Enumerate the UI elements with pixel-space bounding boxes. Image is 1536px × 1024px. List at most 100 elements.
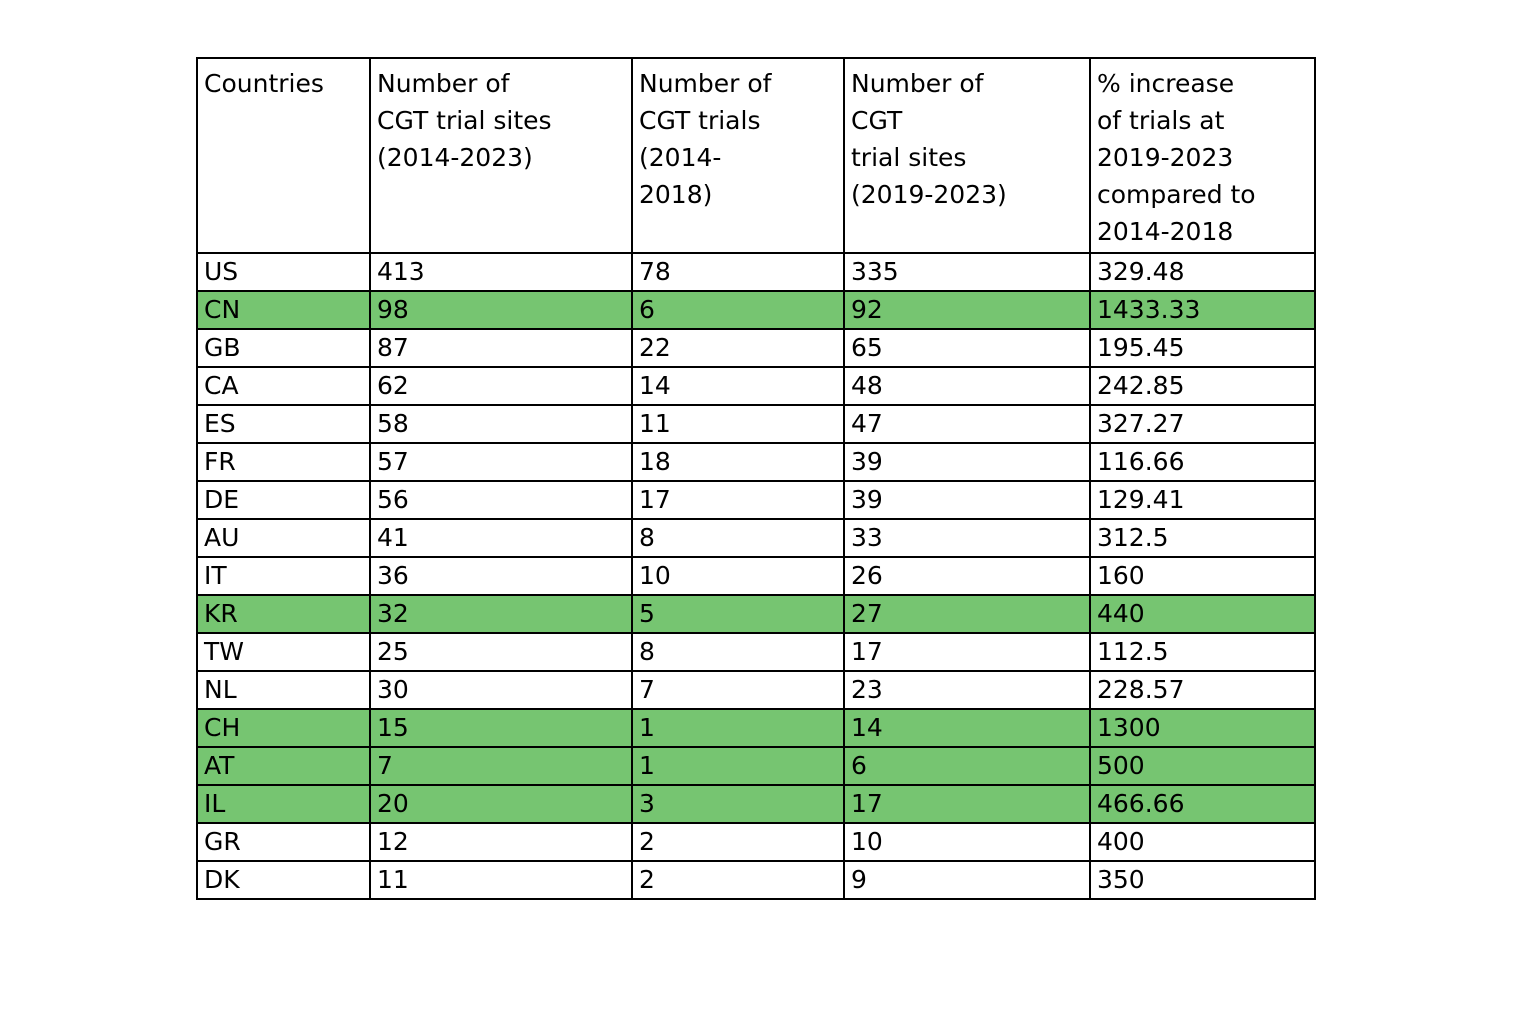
table-row: TW 25 8 17 112.5 (196, 632, 1316, 672)
value-cell: 7 (369, 746, 633, 786)
country-cell: IT (196, 556, 371, 596)
value-cell: 112.5 (1089, 632, 1316, 672)
value-cell: 327.27 (1089, 404, 1316, 444)
value-cell: 23 (843, 670, 1091, 710)
country-cell: ES (196, 404, 371, 444)
value-cell: 500 (1089, 746, 1316, 786)
header-trials-2014-2018: Number of CGT trials (2014- 2018) (631, 57, 845, 254)
value-cell: 1300 (1089, 708, 1316, 748)
table-row: KR 32 5 27 440 (196, 594, 1316, 634)
country-cell: CN (196, 290, 371, 330)
value-cell: 15 (369, 708, 633, 748)
value-cell: 7 (631, 670, 845, 710)
table-row: ES 58 11 47 327.27 (196, 404, 1316, 444)
value-cell: 27 (843, 594, 1091, 634)
value-cell: 335 (843, 252, 1091, 292)
value-cell: 312.5 (1089, 518, 1316, 558)
value-cell: 11 (369, 860, 633, 900)
value-cell: 10 (843, 822, 1091, 862)
value-cell: 17 (843, 632, 1091, 672)
table-row: GR 12 2 10 400 (196, 822, 1316, 862)
value-cell: 350 (1089, 860, 1316, 900)
value-cell: 78 (631, 252, 845, 292)
value-cell: 5 (631, 594, 845, 634)
value-cell: 65 (843, 328, 1091, 368)
value-cell: 20 (369, 784, 633, 824)
value-cell: 3 (631, 784, 845, 824)
value-cell: 36 (369, 556, 633, 596)
country-cell: GR (196, 822, 371, 862)
value-cell: 26 (843, 556, 1091, 596)
value-cell: 33 (843, 518, 1091, 558)
value-cell: 10 (631, 556, 845, 596)
value-cell: 87 (369, 328, 633, 368)
header-pct-increase: % increase of trials at 2019-2023 compar… (1089, 57, 1316, 254)
country-cell: DE (196, 480, 371, 520)
country-cell: US (196, 252, 371, 292)
value-cell: 9 (843, 860, 1091, 900)
value-cell: 39 (843, 480, 1091, 520)
table-row: AU 41 8 33 312.5 (196, 518, 1316, 558)
value-cell: 62 (369, 366, 633, 406)
value-cell: 8 (631, 518, 845, 558)
country-cell: IL (196, 784, 371, 824)
value-cell: 41 (369, 518, 633, 558)
header-sites-2019-2023: Number of CGT trial sites (2019-2023) (843, 57, 1091, 254)
country-cell: KR (196, 594, 371, 634)
value-cell: 48 (843, 366, 1091, 406)
table-row: DE 56 17 39 129.41 (196, 480, 1316, 520)
value-cell: 18 (631, 442, 845, 482)
country-cell: TW (196, 632, 371, 672)
value-cell: 92 (843, 290, 1091, 330)
table-header: Countries Number of CGT trial sites (201… (196, 57, 1316, 254)
value-cell: 400 (1089, 822, 1316, 862)
value-cell: 32 (369, 594, 633, 634)
value-cell: 11 (631, 404, 845, 444)
value-cell: 1433.33 (1089, 290, 1316, 330)
value-cell: 30 (369, 670, 633, 710)
value-cell: 2 (631, 822, 845, 862)
table-row: AT 7 1 6 500 (196, 746, 1316, 786)
value-cell: 116.66 (1089, 442, 1316, 482)
value-cell: 160 (1089, 556, 1316, 596)
value-cell: 8 (631, 632, 845, 672)
value-cell: 14 (843, 708, 1091, 748)
value-cell: 413 (369, 252, 633, 292)
value-cell: 466.66 (1089, 784, 1316, 824)
value-cell: 56 (369, 480, 633, 520)
country-cell: FR (196, 442, 371, 482)
value-cell: 1 (631, 708, 845, 748)
country-cell: CA (196, 366, 371, 406)
value-cell: 1 (631, 746, 845, 786)
table-row: FR 57 18 39 116.66 (196, 442, 1316, 482)
table-row: CH 15 1 14 1300 (196, 708, 1316, 748)
value-cell: 195.45 (1089, 328, 1316, 368)
value-cell: 228.57 (1089, 670, 1316, 710)
table-body: US 413 78 335 329.48 CN 98 6 92 1433.33 GB 87 22 65 19… (196, 252, 1316, 900)
country-cell: CH (196, 708, 371, 748)
country-cell: GB (196, 328, 371, 368)
value-cell: 12 (369, 822, 633, 862)
table-row: IT 36 10 26 160 (196, 556, 1316, 596)
value-cell: 129.41 (1089, 480, 1316, 520)
table-row: CN 98 6 92 1433.33 (196, 290, 1316, 330)
value-cell: 22 (631, 328, 845, 368)
value-cell: 440 (1089, 594, 1316, 634)
table-row: NL 30 7 23 228.57 (196, 670, 1316, 710)
value-cell: 47 (843, 404, 1091, 444)
value-cell: 6 (843, 746, 1091, 786)
country-cell: AU (196, 518, 371, 558)
value-cell: 2 (631, 860, 845, 900)
table-row: DK 11 2 9 350 (196, 860, 1316, 900)
value-cell: 17 (631, 480, 845, 520)
value-cell: 57 (369, 442, 633, 482)
value-cell: 25 (369, 632, 633, 672)
header-row: Countries Number of CGT trial sites (201… (196, 57, 1316, 254)
country-cell: AT (196, 746, 371, 786)
table-row: GB 87 22 65 195.45 (196, 328, 1316, 368)
country-cell: NL (196, 670, 371, 710)
value-cell: 242.85 (1089, 366, 1316, 406)
header-countries: Countries (196, 57, 371, 254)
table-row: IL 20 3 17 466.66 (196, 784, 1316, 824)
value-cell: 98 (369, 290, 633, 330)
